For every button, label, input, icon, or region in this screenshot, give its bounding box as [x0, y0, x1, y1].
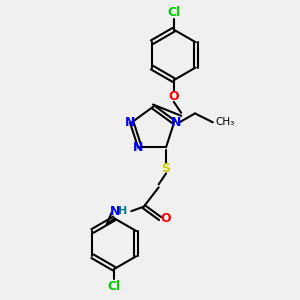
Text: CH₃: CH₃	[215, 117, 234, 127]
Text: S: S	[162, 161, 171, 175]
Text: Cl: Cl	[108, 280, 121, 292]
Text: H: H	[118, 206, 127, 216]
Text: N: N	[133, 141, 144, 154]
Text: O: O	[160, 212, 171, 225]
Text: N: N	[110, 205, 120, 218]
Text: N: N	[170, 116, 181, 129]
Text: Cl: Cl	[167, 6, 180, 19]
Text: N: N	[125, 116, 136, 129]
Text: O: O	[169, 90, 179, 103]
